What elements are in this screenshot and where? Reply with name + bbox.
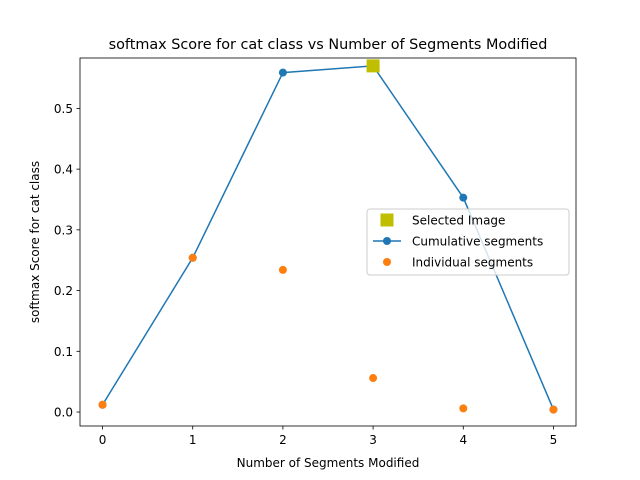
legend-label: Individual segments (412, 256, 533, 270)
y-tick-label: 0.3 (54, 223, 73, 237)
x-tick-label: 1 (189, 433, 197, 447)
legend-label: Cumulative segments (412, 235, 543, 249)
x-axis-ticks: 0 1 2 3 4 5 (99, 426, 558, 447)
y-tick-label: 0.0 (54, 406, 73, 420)
selected-image-point (366, 59, 380, 73)
y-tick-label: 0.5 (54, 102, 73, 116)
axes-frame (79, 57, 577, 427)
individual-segments-point (369, 374, 378, 383)
individual-segments-point (278, 265, 287, 274)
individual-segments-point (98, 400, 107, 409)
legend-marker-swatch (380, 213, 394, 227)
x-tick-label: 5 (550, 433, 558, 447)
y-axis-label: softmax Score for cat class (28, 161, 42, 323)
y-tick-label: 0.1 (54, 345, 73, 359)
individual-segments-point (459, 404, 468, 413)
legend-marker-swatch (383, 258, 391, 266)
legend-marker-swatch (383, 237, 391, 245)
x-tick-label: 2 (279, 433, 287, 447)
x-tick-label: 4 (459, 433, 467, 447)
y-axis-ticks: 0.0 0.1 0.2 0.3 0.4 0.5 (54, 102, 80, 420)
individual-segments-point (549, 405, 558, 414)
x-tick-label: 3 (369, 433, 377, 447)
y-tick-label: 0.4 (54, 163, 73, 177)
chart-title: softmax Score for cat class vs Number of… (109, 37, 548, 53)
x-tick-label: 0 (99, 433, 107, 447)
cumulative-segments-point (278, 68, 287, 77)
legend-label: Selected Image (412, 214, 505, 228)
legend: Selected Image Cumulative segments Individ… (366, 208, 570, 276)
cumulative-segments-point (459, 193, 468, 202)
individual-segments-point (188, 253, 197, 262)
plot-area (98, 59, 558, 414)
y-tick-label: 0.2 (54, 284, 73, 298)
x-axis-label: Number of Segments Modified (237, 456, 420, 470)
legend-box (366, 208, 570, 276)
